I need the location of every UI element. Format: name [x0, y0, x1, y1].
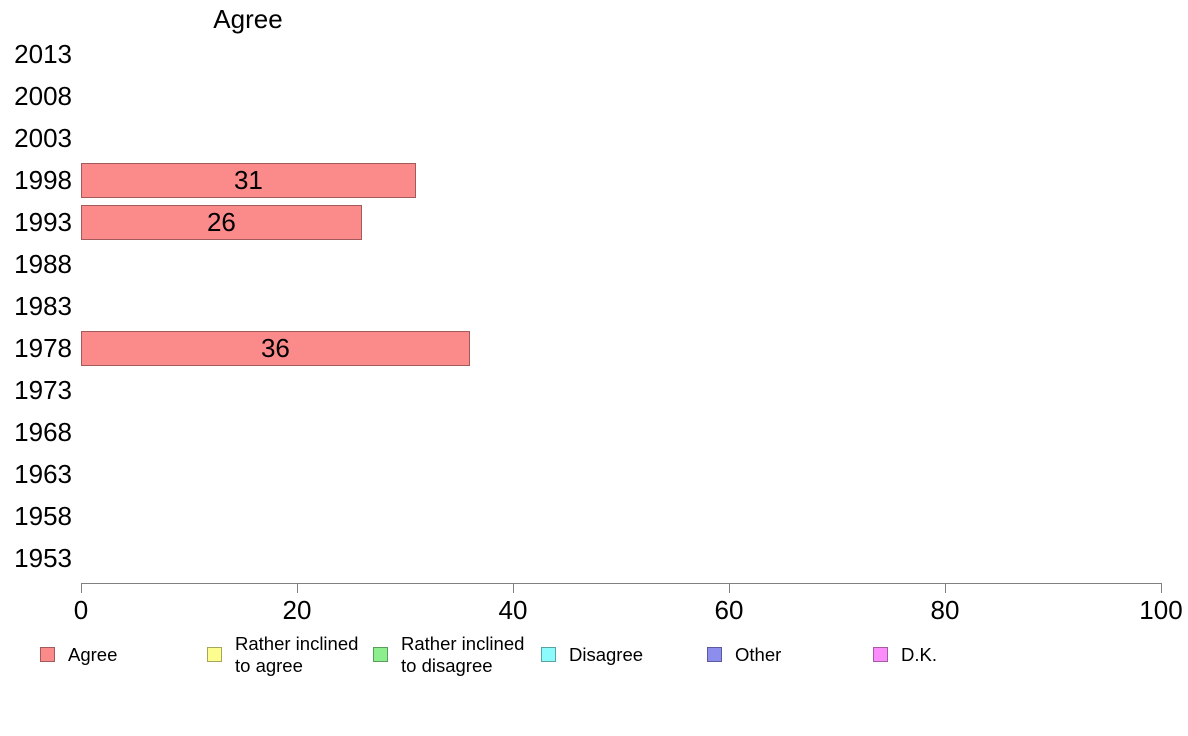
x-axis-tick	[729, 583, 730, 593]
chart-row: 2013	[0, 34, 1188, 76]
legend-label-line: D.K.	[901, 643, 937, 665]
bar-value-label: 36	[260, 332, 290, 363]
legend-item: Rather inclined to agree	[207, 632, 358, 677]
chart-row: 1953	[0, 537, 1188, 579]
x-axis-tick-label: 100	[1139, 595, 1183, 625]
y-axis-label: 1963	[14, 458, 72, 489]
x-axis-tick-label: 40	[498, 595, 528, 625]
legend-item: D.K.	[873, 632, 937, 677]
legend-label: Disagree	[569, 644, 643, 666]
legend-item: Other	[707, 632, 781, 677]
chart-row: 2003	[0, 118, 1188, 160]
chart-row: 1968	[0, 411, 1188, 453]
legend-label: Other	[735, 644, 781, 666]
legend-label: Agree	[68, 644, 117, 666]
x-axis-tick	[513, 583, 514, 593]
bar-agree: 26	[81, 205, 362, 241]
chart-row: 1973	[0, 369, 1188, 411]
x-axis-tick-label: 60	[714, 595, 744, 625]
legend-item: Rather inclined to disagree	[373, 632, 524, 677]
legend-label: Rather inclined to agree	[235, 633, 358, 677]
x-axis-line	[81, 583, 1162, 584]
y-axis-label: 2008	[14, 81, 72, 112]
chart-row: 2008	[0, 76, 1188, 118]
legend-label: D.K.	[901, 644, 937, 666]
y-axis-label: 1978	[14, 332, 72, 363]
bar-value-label: 26	[206, 207, 236, 238]
legend-label-line: Rather inclined	[401, 632, 525, 654]
y-axis-label: 1953	[14, 542, 72, 573]
chart-plot-area: 2013 2008 2003 1998 31 1993 26 1988 1983 1978 36 19…	[0, 34, 1188, 579]
x-axis-tick	[81, 583, 82, 593]
legend-label-line: Rather inclined	[235, 632, 359, 654]
chart-row: 1978 36	[0, 327, 1188, 369]
legend-label-line: Disagree	[569, 643, 644, 665]
y-axis-label: 1988	[14, 249, 72, 280]
legend-swatch	[373, 647, 388, 662]
chart-row: 1988	[0, 244, 1188, 286]
bar-agree: 31	[81, 163, 416, 199]
legend-label-line: Agree	[68, 643, 118, 665]
legend-label-line: to disagree	[401, 654, 493, 676]
y-axis-label: 1958	[14, 500, 72, 531]
chart-row: 1963	[0, 453, 1188, 495]
y-axis-label: 2013	[14, 39, 72, 70]
legend-label-line: Other	[735, 643, 782, 665]
chart-title: Agree	[213, 4, 283, 34]
x-axis-tick	[1161, 583, 1162, 593]
legend-swatch	[873, 647, 888, 662]
chart-row: 1958	[0, 495, 1188, 537]
bar-value-label: 31	[233, 165, 263, 196]
x-axis-tick-label: 20	[282, 595, 312, 625]
legend-item: Disagree	[541, 632, 643, 677]
legend-label: Rather inclined to disagree	[401, 633, 524, 677]
chart-row: 1983	[0, 286, 1188, 328]
x-axis-tick-label: 80	[930, 595, 960, 625]
chart-row: 1993 26	[0, 202, 1188, 244]
legend-label-line: to agree	[235, 654, 303, 676]
legend-swatch	[541, 647, 556, 662]
legend-item: Agree	[40, 632, 117, 677]
y-axis-label: 1983	[14, 290, 72, 321]
x-axis-tick	[297, 583, 298, 593]
legend-swatch	[40, 647, 55, 662]
y-axis-label: 1973	[14, 374, 72, 405]
y-axis-label: 1968	[14, 416, 72, 447]
x-axis-tick-label: 0	[73, 595, 89, 625]
x-axis-tick	[945, 583, 946, 593]
y-axis-label: 1998	[14, 165, 72, 196]
legend-swatch	[707, 647, 722, 662]
bar-agree: 36	[81, 330, 470, 366]
chart-row: 1998 31	[0, 160, 1188, 202]
y-axis-label: 1993	[14, 207, 72, 238]
y-axis-label: 2003	[14, 123, 72, 154]
legend-swatch	[207, 647, 222, 662]
